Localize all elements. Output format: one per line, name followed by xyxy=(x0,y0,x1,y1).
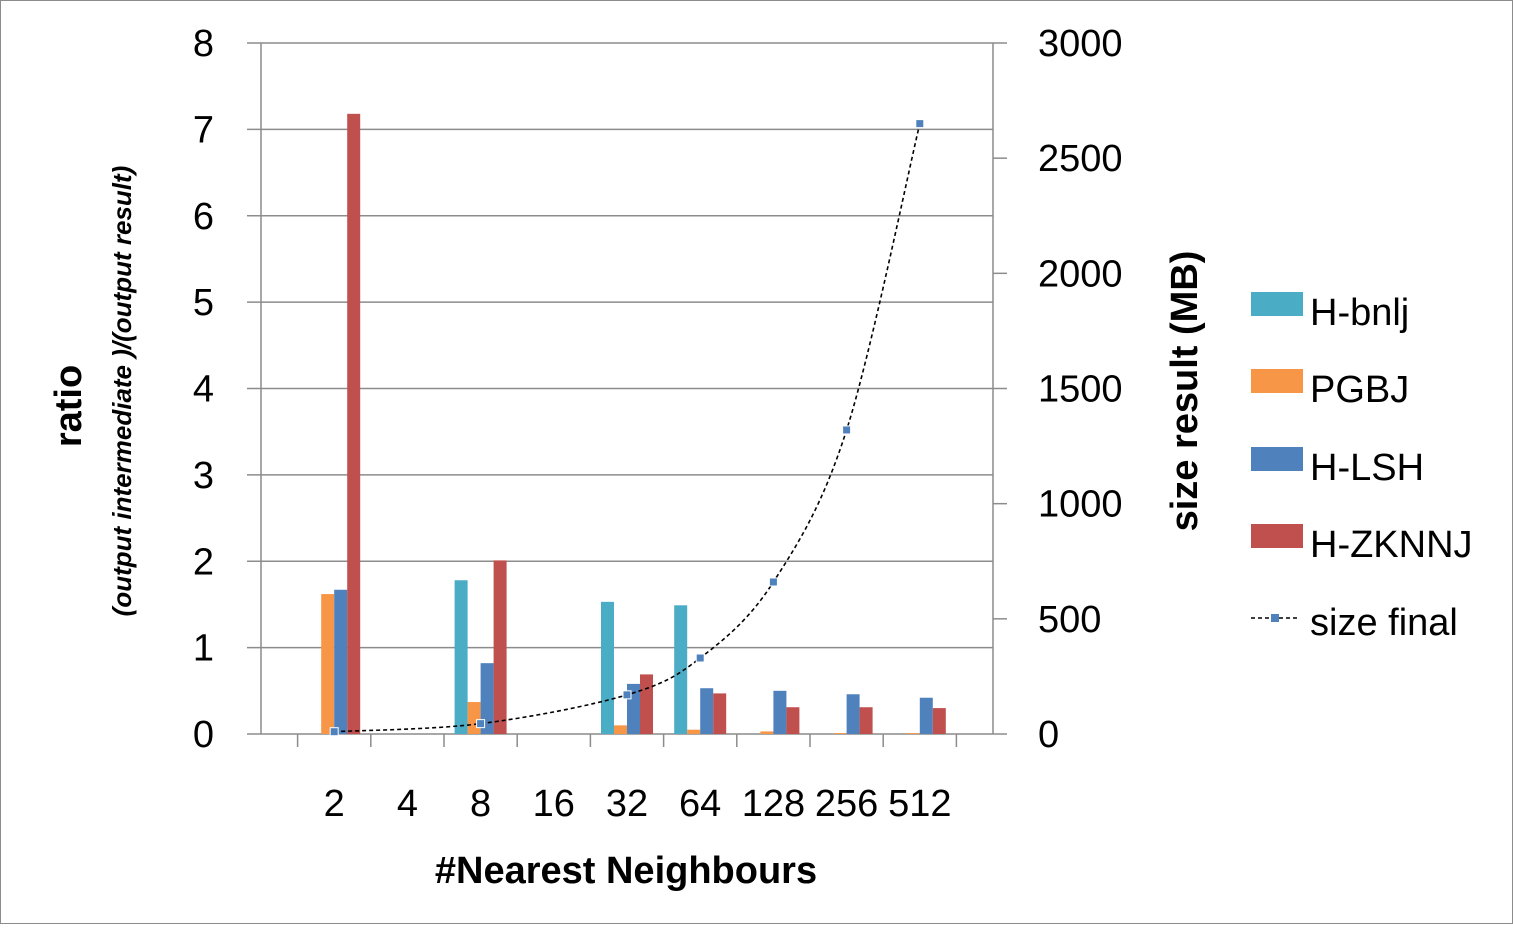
x-tick-label: 4 xyxy=(397,783,418,825)
bar-h-zknnj xyxy=(932,708,946,734)
bar-h-lsh xyxy=(700,688,714,734)
size-final-marker xyxy=(768,577,778,587)
y-tick-label: 0 xyxy=(193,714,214,756)
y2-tick-label: 3000 xyxy=(1038,23,1123,65)
y-tick-label: 6 xyxy=(193,196,214,238)
y2-tick-label: 1500 xyxy=(1038,369,1123,411)
x-tick-label: 512 xyxy=(888,783,951,825)
legend-label: size final xyxy=(1310,602,1458,644)
bar-h-lsh xyxy=(919,697,933,734)
x-tick-label: 2 xyxy=(324,783,345,825)
bar-h-zknnj xyxy=(713,693,727,734)
size-final-line xyxy=(329,119,925,737)
bar-h-lsh xyxy=(846,694,860,734)
x-tick-label: 16 xyxy=(533,783,575,825)
bar-h-zknnj xyxy=(786,707,800,734)
y-tick-label: 4 xyxy=(193,369,214,411)
right-axis-ticks: 0 500 1000 1500 2000 2500 3000 xyxy=(1038,23,1123,756)
legend: H-bnlj PGBJ H-LSH H-ZKNNJ size final xyxy=(1251,292,1473,644)
y2-axis-title: size result (MB) xyxy=(1164,251,1206,532)
x-axis-ticks: 2 4 8 16 32 64 128 256 512 xyxy=(324,783,952,825)
x-tick-label: 32 xyxy=(606,783,648,825)
y-tick-label: 1 xyxy=(193,628,214,670)
size-final-marker xyxy=(329,727,339,737)
bar-pgbj xyxy=(833,733,847,734)
y-tick-label: 3 xyxy=(193,455,214,497)
y-tick-label: 7 xyxy=(193,109,214,151)
x-tick-label: 128 xyxy=(742,783,805,825)
y2-tick-label: 500 xyxy=(1038,599,1101,641)
size-final-path xyxy=(334,123,921,733)
x-axis-title: #Nearest Neighbours xyxy=(435,850,817,892)
bar-h-lsh xyxy=(773,690,787,734)
bar-pgbj xyxy=(760,731,774,734)
bar-pgbj xyxy=(687,729,701,734)
y-tick-label: 2 xyxy=(193,541,214,583)
bar-h-bnlj xyxy=(601,601,614,734)
y2-tick-label: 2000 xyxy=(1038,253,1123,295)
legend-swatch xyxy=(1251,292,1303,316)
bars xyxy=(321,113,946,734)
y2-tick-label: 1000 xyxy=(1038,484,1123,526)
bar-h-zknnj xyxy=(859,707,873,734)
y2-axis-title-group: size result (MB) xyxy=(1164,251,1206,532)
bar-pgbj xyxy=(467,702,481,734)
bar-pgbj xyxy=(614,725,627,734)
size-final-marker xyxy=(842,425,852,435)
bar-h-lsh xyxy=(334,589,348,734)
bar-pgbj xyxy=(321,594,335,734)
y2-tick-label: 0 xyxy=(1038,714,1059,756)
legend-swatch xyxy=(1251,447,1303,471)
bar-h-bnlj xyxy=(454,580,468,734)
x-tick-label: 64 xyxy=(679,783,721,825)
x-tick-label: 256 xyxy=(815,783,878,825)
y-axis-title-group: ratio xyxy=(48,365,90,447)
bar-h-zknnj xyxy=(347,113,361,734)
legend-label: H-bnlj xyxy=(1310,292,1409,334)
legend-swatch xyxy=(1251,369,1303,393)
bar-h-zknnj xyxy=(640,674,653,734)
size-final-marker xyxy=(915,119,925,129)
bar-h-lsh xyxy=(480,663,494,734)
left-axis-ticks: 0 1 2 3 4 5 6 7 8 xyxy=(193,23,214,756)
y-tick-label: 5 xyxy=(193,282,214,324)
y2-tick-label: 2500 xyxy=(1038,138,1123,180)
bar-h-zknnj xyxy=(493,560,507,734)
size-final-marker xyxy=(476,719,486,729)
axes xyxy=(247,42,1007,747)
y-tick-label: 8 xyxy=(193,23,214,65)
legend-label: H-LSH xyxy=(1310,447,1424,489)
legend-marker-swatch xyxy=(1271,614,1279,622)
y-axis-subtitle-group: (output intermediate )/(output result) xyxy=(107,166,137,617)
legend-label: H-ZKNNJ xyxy=(1310,524,1473,566)
y-axis-subtitle: (output intermediate )/(output result) xyxy=(107,166,137,617)
legend-label: PGBJ xyxy=(1310,369,1409,411)
bar-h-bnlj xyxy=(674,605,688,734)
x-tick-label: 8 xyxy=(470,783,491,825)
bar-pgbj xyxy=(906,733,920,734)
gridlines xyxy=(261,42,993,649)
size-final-marker xyxy=(622,690,632,700)
size-final-marker xyxy=(695,653,705,663)
legend-swatch xyxy=(1251,524,1303,548)
y-axis-title: ratio xyxy=(48,365,90,447)
